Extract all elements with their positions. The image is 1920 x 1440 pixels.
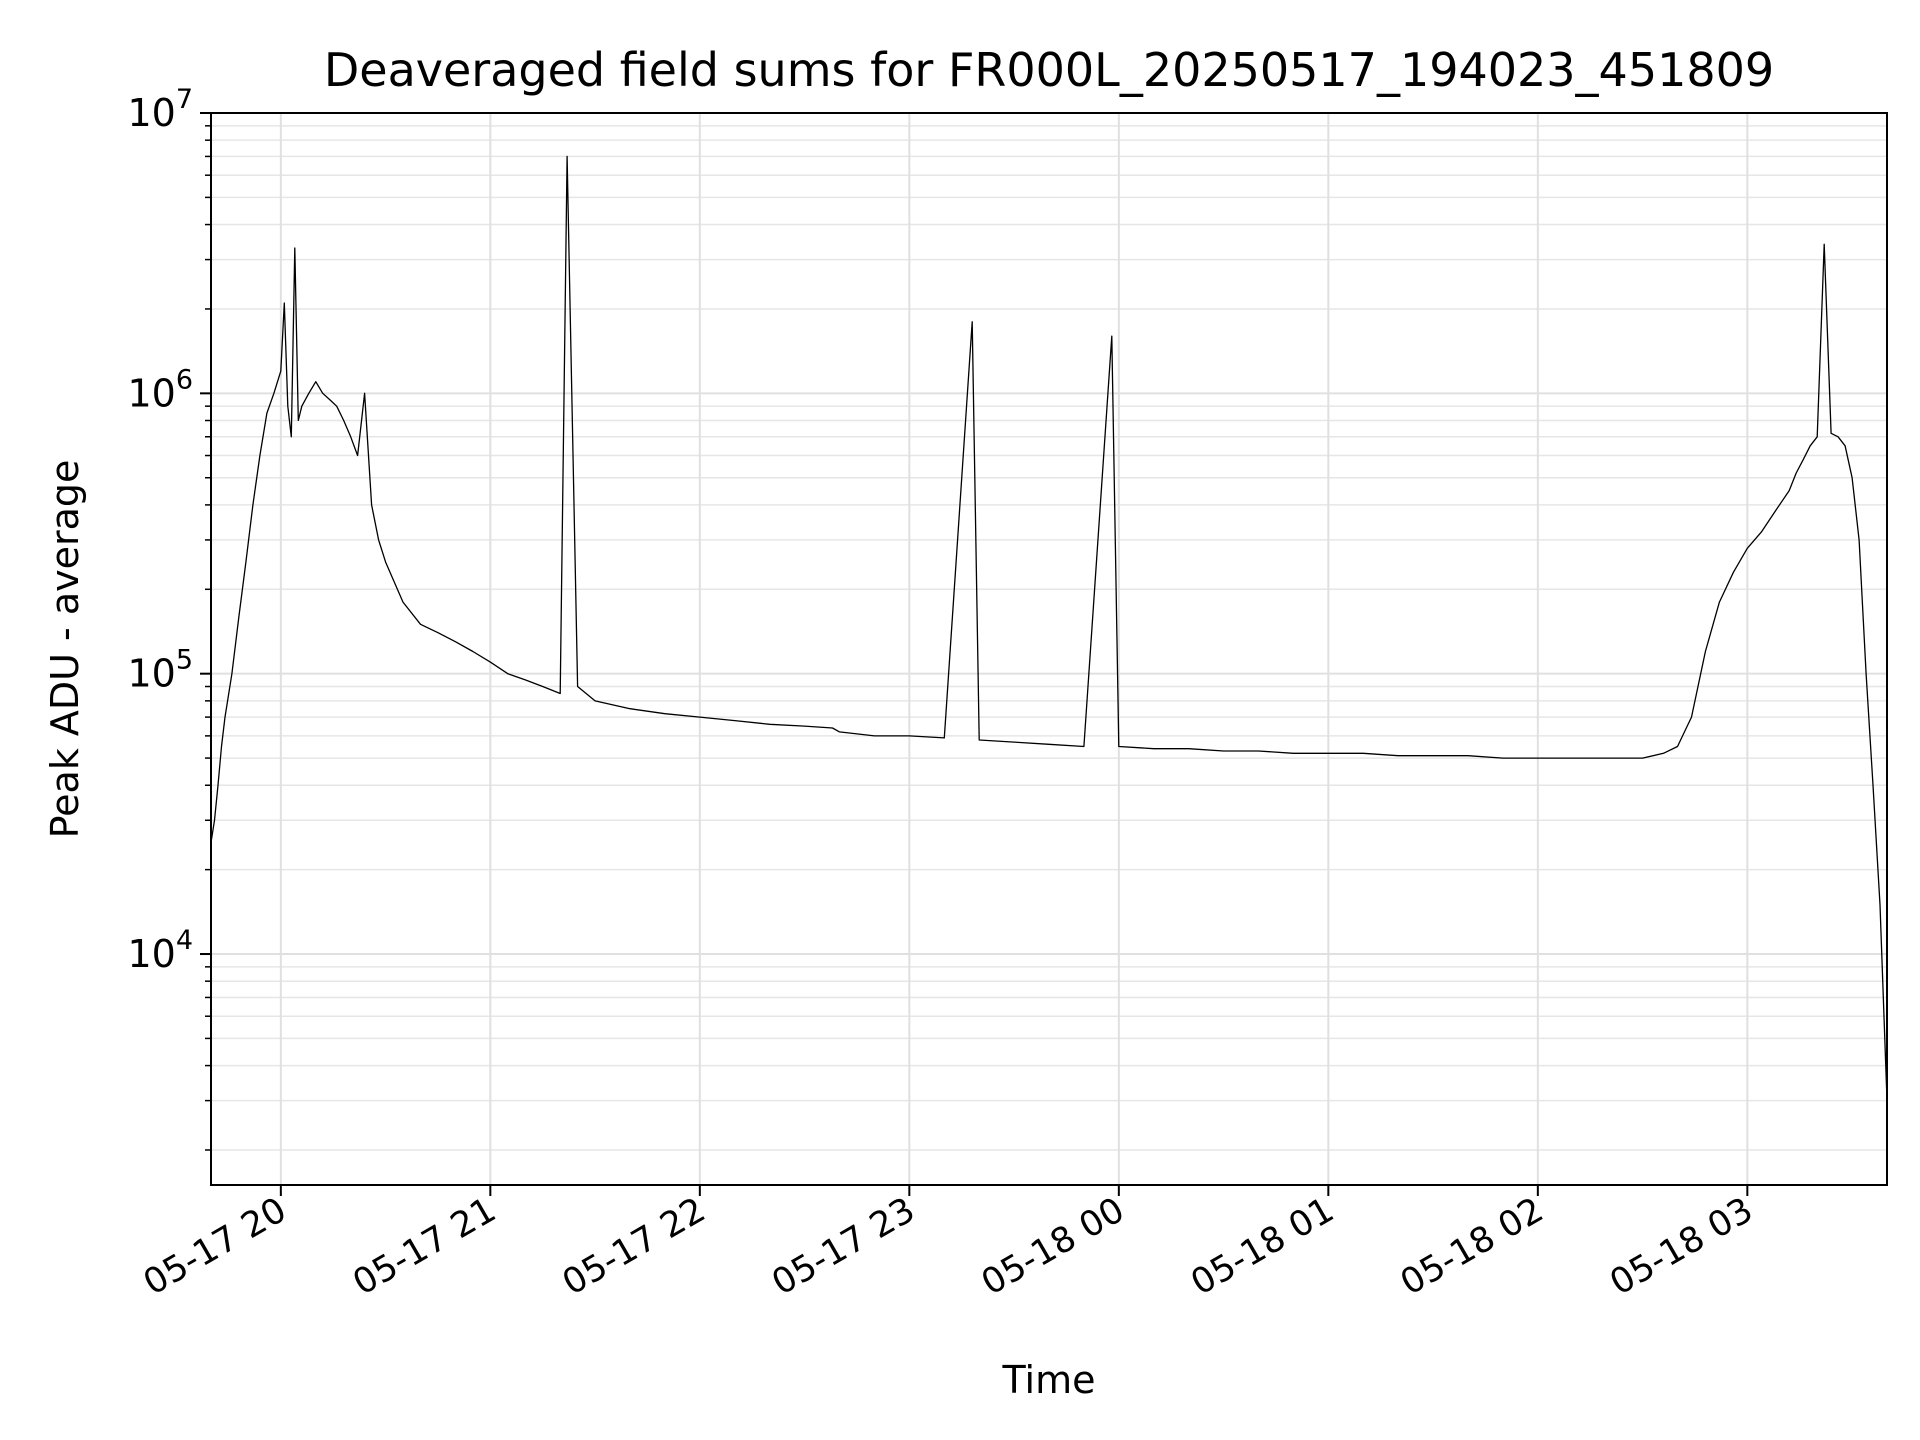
series-line xyxy=(211,156,1887,1100)
x-tick-label: 05-18 03 xyxy=(1604,1190,1760,1303)
minor-gridlines xyxy=(211,126,1887,1150)
x-tick-label: 05-18 02 xyxy=(1394,1190,1550,1303)
y-tick-label: 105 xyxy=(127,645,193,696)
x-tick-label: 05-18 01 xyxy=(1185,1190,1341,1303)
x-tick-label: 05-18 00 xyxy=(975,1190,1131,1303)
x-tick-label: 05-17 21 xyxy=(347,1190,503,1303)
x-tick-label: 05-17 23 xyxy=(766,1190,922,1303)
major-gridlines xyxy=(211,113,1887,1185)
x-tick-label: 05-17 22 xyxy=(556,1190,712,1303)
y-tick-label: 107 xyxy=(127,84,193,135)
y-tick-label: 106 xyxy=(127,364,193,415)
x-axis-label: Time xyxy=(1002,1358,1096,1402)
y-axis: 104 105 106 107 xyxy=(127,84,211,1150)
plot-frame xyxy=(211,113,1887,1185)
y-tick-label: 104 xyxy=(127,925,193,976)
chart-title: Deaveraged field sums for FR000L_2025051… xyxy=(324,43,1774,97)
y-axis-label: Peak ADU - average xyxy=(43,460,87,839)
x-tick-label: 05-17 20 xyxy=(137,1190,293,1303)
x-axis: 05-17 20 05-17 21 05-17 22 05-17 23 05-18 00… xyxy=(137,1185,1760,1303)
